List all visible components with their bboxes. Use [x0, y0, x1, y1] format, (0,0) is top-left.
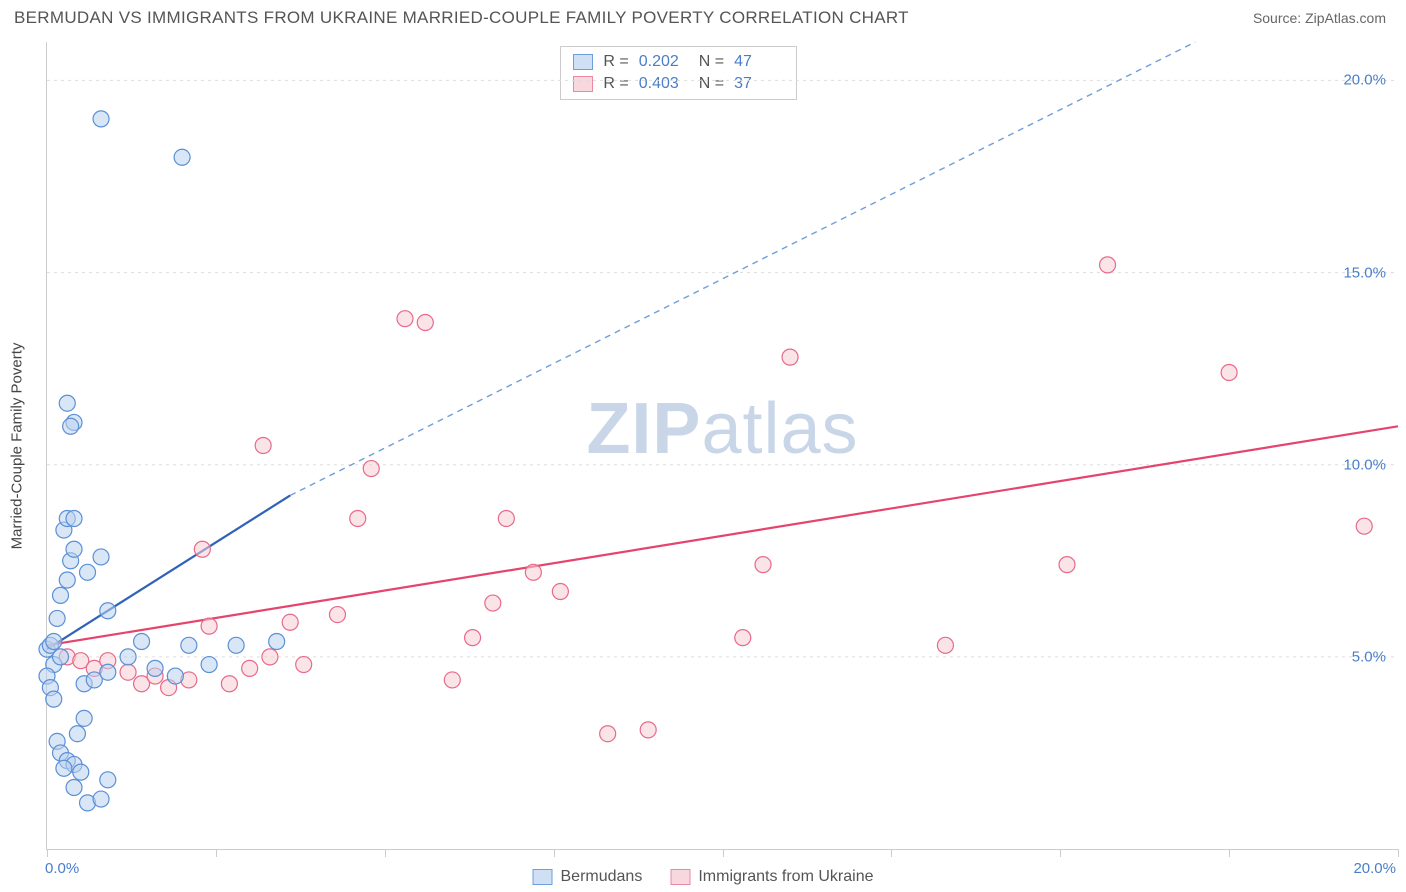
- swatch-series-0-bottom: [533, 869, 553, 885]
- y-tick-label: 20.0%: [1343, 72, 1386, 89]
- x-tick: [723, 849, 724, 857]
- x-tick-label: 20.0%: [1353, 860, 1396, 877]
- legend-item-0: Bermudans: [533, 868, 643, 886]
- swatch-series-1-bottom: [670, 869, 690, 885]
- x-tick: [1060, 849, 1061, 857]
- source-label: Source: ZipAtlas.com: [1253, 10, 1386, 26]
- y-tick-label: 15.0%: [1343, 264, 1386, 281]
- y-axis-label: Married-Couple Family Poverty: [9, 342, 26, 549]
- x-tick: [1398, 849, 1399, 857]
- series-1-name: Immigrants from Ukraine: [698, 868, 873, 886]
- x-tick: [385, 849, 386, 857]
- legend-item-1: Immigrants from Ukraine: [670, 868, 873, 886]
- x-tick: [1229, 849, 1230, 857]
- series-legend: Bermudans Immigrants from Ukraine: [533, 868, 874, 886]
- x-tick: [47, 849, 48, 857]
- x-tick: [216, 849, 217, 857]
- y-tick-label: 10.0%: [1343, 456, 1386, 473]
- x-tick-label: 0.0%: [45, 860, 79, 877]
- series-0-name: Bermudans: [561, 868, 643, 886]
- x-tick: [891, 849, 892, 857]
- chart-plot-area: Married-Couple Family Poverty ZIPatlas R…: [46, 42, 1398, 850]
- y-tick-label: 5.0%: [1352, 648, 1386, 665]
- x-tick: [554, 849, 555, 857]
- chart-title: BERMUDAN VS IMMIGRANTS FROM UKRAINE MARR…: [14, 8, 909, 28]
- scatter-svg: [47, 42, 1398, 849]
